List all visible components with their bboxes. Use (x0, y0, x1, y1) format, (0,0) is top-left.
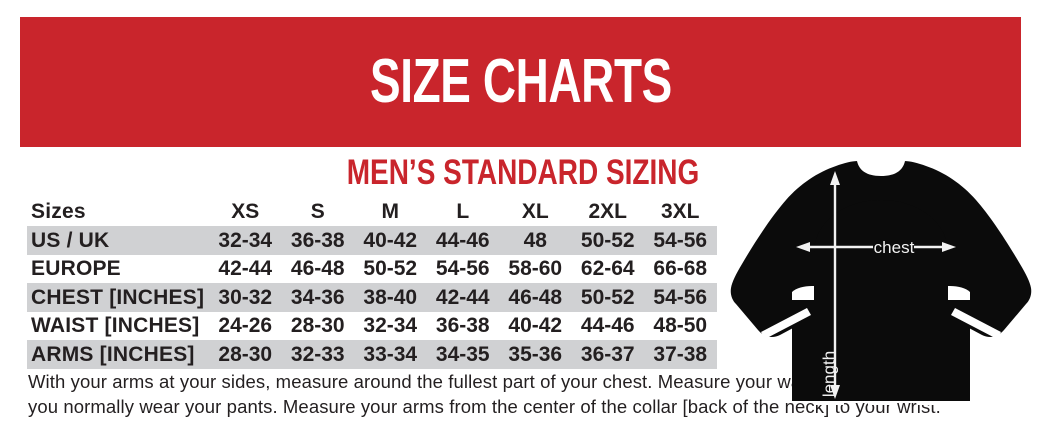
table-header-row: Sizes XS S M L XL 2XL 3XL (27, 196, 717, 226)
row-cell: 24-26 (209, 311, 282, 340)
instructions-line-1: With your arms at your sides, measure ar… (28, 371, 877, 392)
row-cell: 32-33 (281, 340, 354, 369)
row-cell: 34-35 (426, 340, 499, 369)
row-cell: 42-44 (209, 254, 282, 283)
row-cell: 66-68 (644, 254, 717, 283)
length-label: length (820, 351, 839, 397)
row-label: WAIST [INCHES] (27, 311, 209, 340)
row-cell: 36-38 (426, 311, 499, 340)
row-cell: 46-48 (499, 283, 572, 312)
shirt-measurement-diagram: length chest (718, 152, 1046, 428)
table-header-sizes: Sizes (27, 196, 209, 226)
table-row: EUROPE 42-44 46-48 50-52 54-56 58-60 62-… (27, 254, 717, 283)
row-cell: 50-52 (571, 226, 644, 255)
row-cell: 40-42 (354, 226, 427, 255)
row-label: US / UK (27, 226, 209, 255)
table-row: WAIST [INCHES] 24-26 28-30 32-34 36-38 4… (27, 311, 717, 340)
row-label: CHEST [INCHES] (27, 283, 209, 312)
row-cell: 32-34 (354, 311, 427, 340)
row-cell: 28-30 (281, 311, 354, 340)
table-header-xs: XS (209, 196, 282, 226)
row-cell: 32-34 (209, 226, 282, 255)
row-cell: 36-38 (281, 226, 354, 255)
table-row: ARMS [INCHES] 28-30 32-33 33-34 34-35 35… (27, 340, 717, 369)
row-cell: 38-40 (354, 283, 427, 312)
row-cell: 28-30 (209, 340, 282, 369)
section-subtitle: MEN’S STANDARD SIZING (346, 153, 700, 192)
table-header-2xl: 2XL (571, 196, 644, 226)
table-row: CHEST [INCHES] 30-32 34-36 38-40 42-44 4… (27, 283, 717, 312)
table-header-s: S (281, 196, 354, 226)
row-cell: 42-44 (426, 283, 499, 312)
row-cell: 46-48 (281, 254, 354, 283)
row-cell: 62-64 (571, 254, 644, 283)
length-measure-arrow (830, 171, 840, 399)
size-chart-table: Sizes XS S M L XL 2XL 3XL US / UK 32-34 … (27, 196, 717, 369)
chest-measure-arrow (796, 242, 956, 252)
row-cell: 54-56 (644, 283, 717, 312)
row-cell: 35-36 (499, 340, 572, 369)
row-cell: 44-46 (426, 226, 499, 255)
row-label: ARMS [INCHES] (27, 340, 209, 369)
table-header-3xl: 3XL (644, 196, 717, 226)
row-cell: 54-56 (426, 254, 499, 283)
row-cell: 36-37 (571, 340, 644, 369)
table-row: US / UK 32-34 36-38 40-42 44-46 48 50-52… (27, 226, 717, 255)
table-header-xl: XL (499, 196, 572, 226)
row-cell: 34-36 (281, 283, 354, 312)
row-cell: 37-38 (644, 340, 717, 369)
shirt-silhouette-icon (730, 161, 1032, 405)
row-cell: 40-42 (499, 311, 572, 340)
page-title: SIZE CHARTS (369, 47, 672, 116)
row-cell: 48 (499, 226, 572, 255)
row-cell: 33-34 (354, 340, 427, 369)
header-banner: SIZE CHARTS (20, 17, 1021, 147)
instructions-line-2: you normally wear your pants. Measure yo… (28, 396, 941, 417)
row-label: EUROPE (27, 254, 209, 283)
row-cell: 54-56 (644, 226, 717, 255)
table-header-m: M (354, 196, 427, 226)
table-header-l: L (426, 196, 499, 226)
row-cell: 50-52 (571, 283, 644, 312)
row-cell: 48-50 (644, 311, 717, 340)
row-cell: 58-60 (499, 254, 572, 283)
chest-label: chest (874, 238, 915, 257)
row-cell: 50-52 (354, 254, 427, 283)
row-cell: 30-32 (209, 283, 282, 312)
row-cell: 44-46 (571, 311, 644, 340)
measurement-instructions: With your arms at your sides, measure ar… (28, 369, 941, 419)
